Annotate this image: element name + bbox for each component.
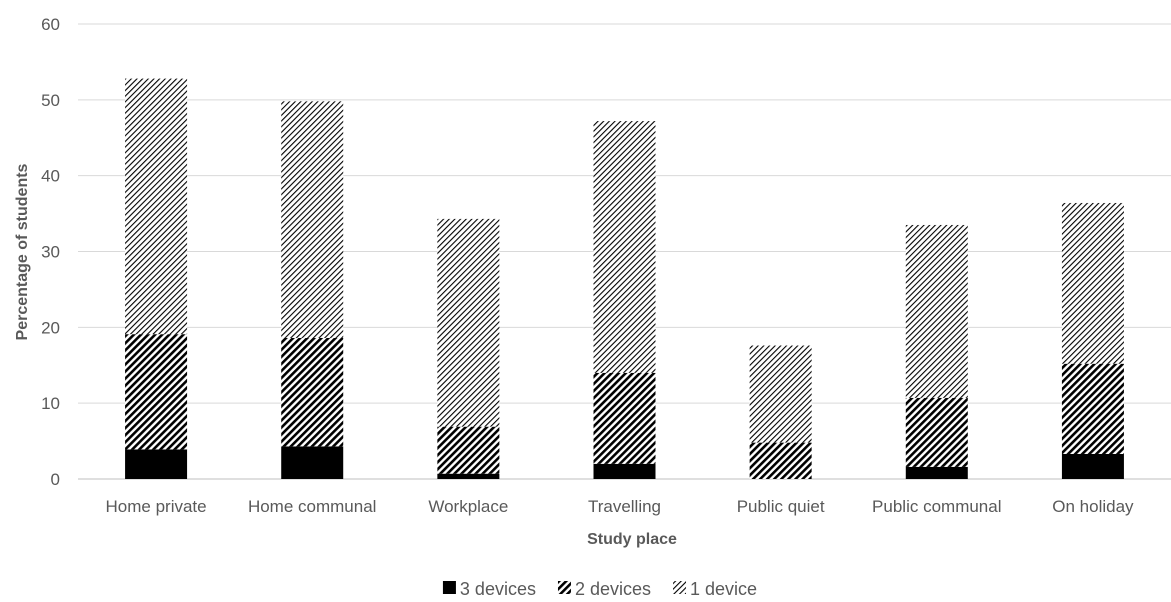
y-axis-title: Percentage of students bbox=[14, 163, 31, 340]
bar-segment-3-devices bbox=[905, 466, 968, 479]
x-tick-label: Public quiet bbox=[737, 497, 825, 516]
y-tick-label: 10 bbox=[41, 394, 60, 413]
x-tick-label: On holiday bbox=[1052, 497, 1134, 516]
legend-label: 3 devices bbox=[460, 579, 536, 599]
x-tick-label: Public communal bbox=[872, 497, 1001, 516]
bar-segment-2-devices bbox=[281, 337, 344, 447]
y-axis-ticks: 0 10 20 30 40 50 60 bbox=[41, 15, 60, 489]
bar-segment-2-devices bbox=[749, 442, 812, 479]
bar-segment-3-devices bbox=[281, 446, 344, 479]
y-tick-label: 20 bbox=[41, 318, 60, 337]
legend-swatch bbox=[557, 581, 571, 594]
y-tick-label: 60 bbox=[41, 15, 60, 34]
legend-swatch bbox=[442, 581, 456, 594]
legend-item: 1 device bbox=[673, 579, 757, 599]
legend-item: 3 devices bbox=[442, 579, 536, 599]
legend-swatch bbox=[673, 581, 687, 594]
y-tick-label: 0 bbox=[51, 470, 60, 489]
x-tick-label: Home private bbox=[106, 497, 207, 516]
bar-segment-3-devices bbox=[1061, 453, 1124, 479]
legend: 3 devices 2 devices 1 device bbox=[442, 579, 757, 599]
y-tick-label: 50 bbox=[41, 91, 60, 110]
bars bbox=[125, 78, 1124, 479]
bar-segment-2-devices bbox=[125, 334, 188, 450]
legend-item: 2 devices bbox=[557, 579, 651, 599]
y-tick-label: 40 bbox=[41, 167, 60, 186]
x-tick-label: Travelling bbox=[588, 497, 661, 516]
bar-segment-1-device bbox=[437, 218, 500, 427]
legend-label: 1 device bbox=[690, 579, 757, 599]
bar-segment-3-devices bbox=[125, 449, 188, 479]
bar-segment-1-device bbox=[749, 345, 812, 443]
legend-label: 2 devices bbox=[575, 579, 651, 599]
bar-segment-2-devices bbox=[905, 397, 968, 467]
x-tick-label: Home communal bbox=[248, 497, 377, 516]
y-tick-label: 30 bbox=[41, 243, 60, 262]
bar-segment-2-devices bbox=[593, 372, 656, 464]
bar-segment-2-devices bbox=[1061, 363, 1124, 454]
x-axis-ticks: Home private Home communal Workplace Travel… bbox=[106, 497, 1135, 516]
x-tick-label: Workplace bbox=[428, 497, 508, 516]
bar-segment-1-device bbox=[905, 224, 968, 398]
bar-segment-1-device bbox=[1061, 202, 1124, 364]
bar-segment-3-devices bbox=[593, 463, 656, 479]
bar-segment-3-devices bbox=[437, 473, 500, 479]
bar-segment-1-device bbox=[593, 121, 656, 373]
bar-segment-1-device bbox=[281, 101, 344, 338]
x-axis-title: Study place bbox=[587, 531, 677, 548]
bar-segment-1-device bbox=[125, 78, 188, 335]
bar-segment-2-devices bbox=[437, 426, 500, 474]
